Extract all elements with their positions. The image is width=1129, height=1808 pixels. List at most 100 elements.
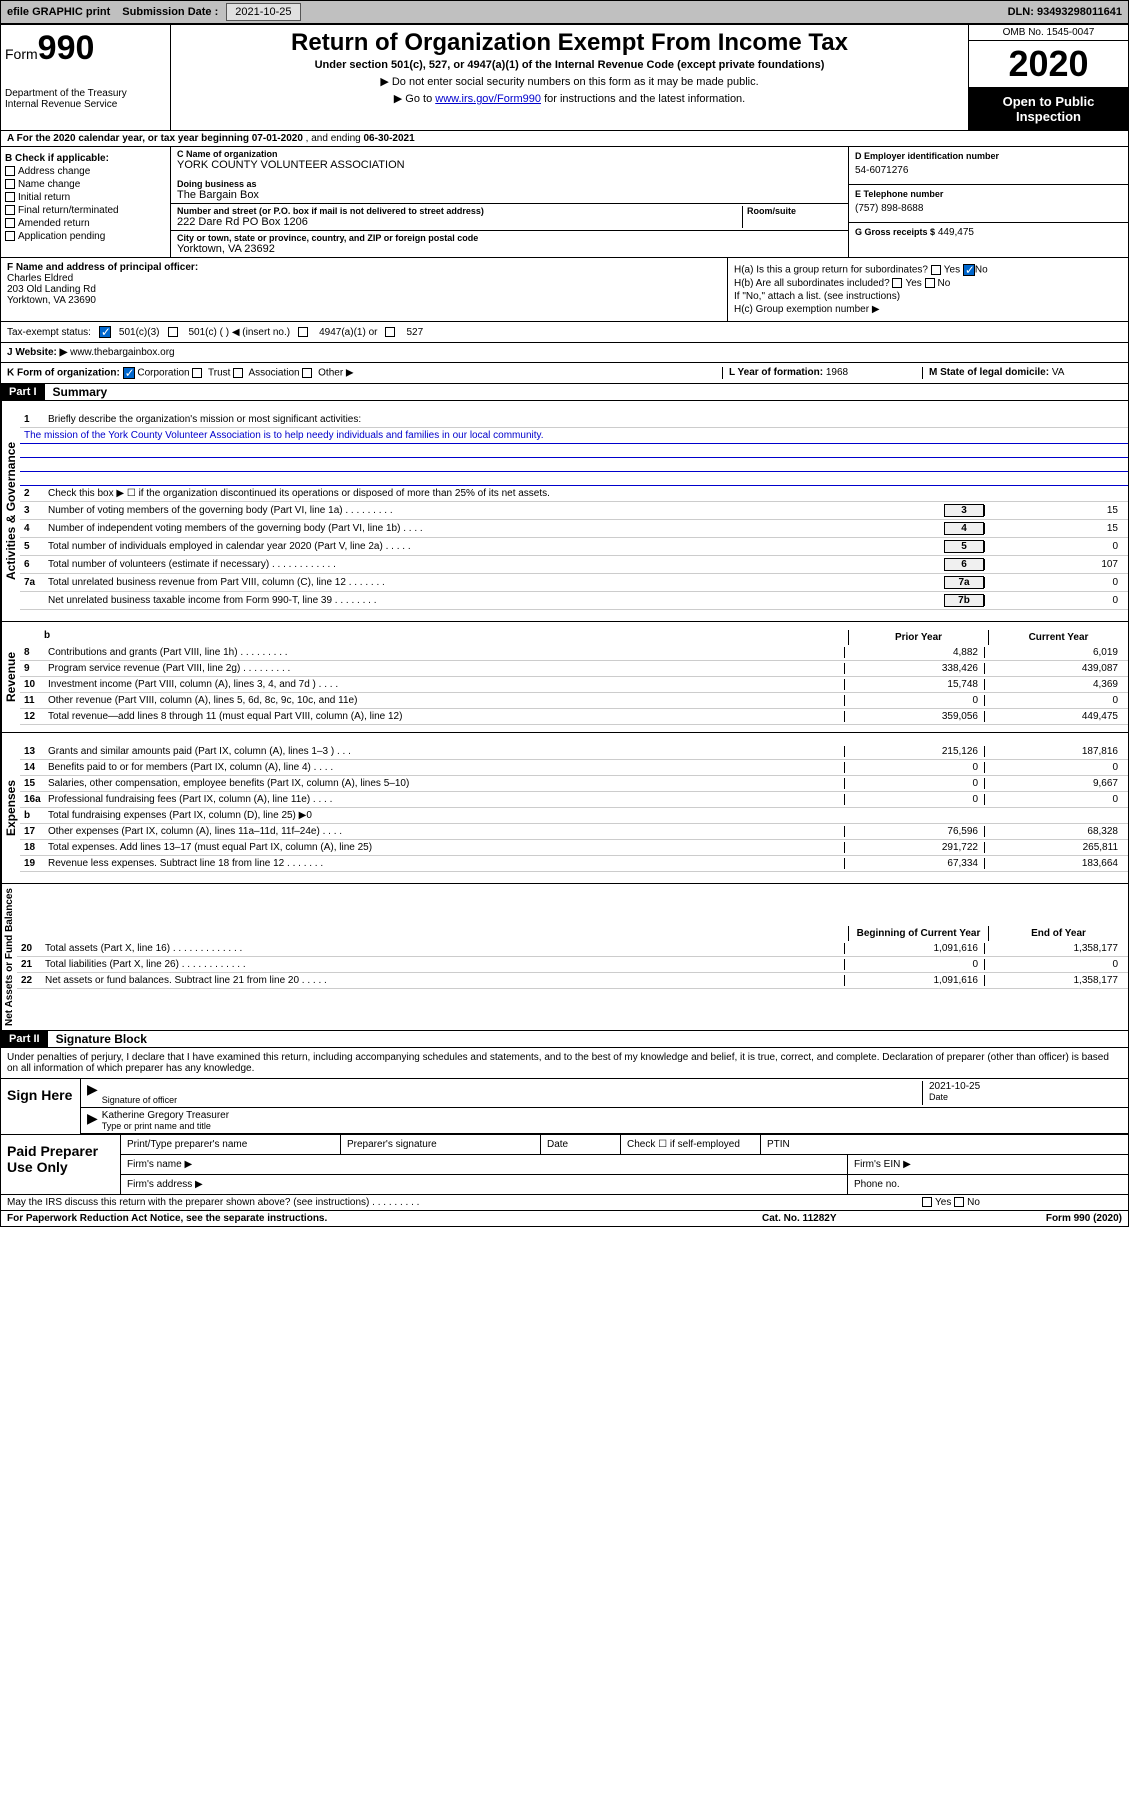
vtext-revenue: Revenue: [1, 622, 20, 732]
chk-other[interactable]: [302, 368, 312, 378]
col-end: End of Year: [988, 926, 1128, 941]
table-row: 20Total assets (Part X, line 16) . . . .…: [17, 941, 1128, 957]
signature-block: Under penalties of perjury, I declare th…: [0, 1048, 1129, 1195]
irs-link[interactable]: www.irs.gov/Form990: [435, 93, 541, 105]
table-row: 6Total number of volunteers (estimate if…: [20, 556, 1128, 574]
vtext-netassets: Net Assets or Fund Balances: [1, 884, 17, 1030]
chk-name[interactable]: [5, 179, 15, 189]
table-row: bTotal fundraising expenses (Part IX, co…: [20, 808, 1128, 824]
firm-ein-label: Firm's EIN ▶: [848, 1155, 1128, 1174]
form-label: Form: [5, 46, 38, 62]
dln: DLN: 93493298011641: [1008, 6, 1128, 18]
sig-intro: Under penalties of perjury, I declare th…: [1, 1048, 1128, 1078]
submission-date-button[interactable]: 2021-10-25: [226, 3, 300, 21]
header-center: Return of Organization Exempt From Incom…: [171, 25, 968, 130]
box-f: F Name and address of principal officer:…: [1, 258, 728, 321]
chk-501c3[interactable]: [99, 326, 111, 338]
chk-amended[interactable]: [5, 218, 15, 228]
city-label: City or town, state or province, country…: [177, 233, 842, 243]
header-right: OMB No. 1545-0047 2020 Open to Public In…: [968, 25, 1128, 130]
table-row: 13Grants and similar amounts paid (Part …: [20, 744, 1128, 760]
chk-initial[interactable]: [5, 192, 15, 202]
table-row: 8Contributions and grants (Part VIII, li…: [20, 645, 1128, 661]
efile-label[interactable]: efile GRAPHIC print: [1, 6, 116, 18]
paperwork-notice: For Paperwork Reduction Act Notice, see …: [7, 1213, 762, 1224]
table-row: 5Total number of individuals employed in…: [20, 538, 1128, 556]
officer-addr1: 203 Old Landing Rd: [7, 284, 721, 295]
header-left: Form990 Department of the Treasury Inter…: [1, 25, 171, 130]
ha-no[interactable]: [963, 264, 975, 276]
line-a: A For the 2020 calendar year, or tax yea…: [0, 131, 1129, 147]
paid-preparer-label: Paid Preparer Use Only: [1, 1135, 121, 1194]
hb-yes[interactable]: [892, 278, 902, 288]
expenses-section: Expenses 13Grants and similar amounts pa…: [0, 733, 1129, 884]
line2-desc: Check this box ▶ ☐ if the organization d…: [48, 488, 1124, 499]
part2-header: Part II Signature Block: [0, 1031, 1129, 1048]
table-row: 21Total liabilities (Part X, line 26) . …: [17, 957, 1128, 973]
ein-label: D Employer identification number: [855, 151, 1122, 161]
part2-title: Signature Block: [48, 1032, 147, 1046]
ptin-label: PTIN: [761, 1135, 1128, 1154]
col-begin: Beginning of Current Year: [848, 926, 988, 941]
sig-officer-label: Signature of officer: [102, 1095, 922, 1105]
ha-yes[interactable]: [931, 265, 941, 275]
line1-desc: Briefly describe the organization's miss…: [48, 414, 1124, 425]
chk-4947[interactable]: [298, 327, 308, 337]
org-name-label: C Name of organization: [177, 149, 842, 159]
topbar: efile GRAPHIC print Submission Date : 20…: [0, 0, 1129, 24]
dept-treasury: Department of the Treasury: [5, 88, 166, 99]
box-h: H(a) Is this a group return for subordin…: [728, 258, 1128, 321]
info-grid: B Check if applicable: Address change Na…: [0, 147, 1129, 258]
tax-status-row: Tax-exempt status: 501(c)(3) 501(c) ( ) …: [0, 322, 1129, 343]
chk-pending[interactable]: [5, 231, 15, 241]
table-row: 12Total revenue—add lines 8 through 11 (…: [20, 709, 1128, 725]
firm-addr-label: Firm's address ▶: [121, 1175, 848, 1194]
state-label: M State of legal domicile:: [929, 367, 1049, 378]
part1-header: Part I Summary: [0, 384, 1129, 401]
table-row: 4Number of independent voting members of…: [20, 520, 1128, 538]
officer-name: Charles Eldred: [7, 273, 721, 284]
website-value: www.thebargainbox.org: [70, 347, 175, 358]
col-current: Current Year: [988, 630, 1128, 645]
discuss-no[interactable]: [954, 1197, 964, 1207]
city-value: Yorktown, VA 23692: [177, 243, 842, 255]
arrow-icon: ▶: [87, 1110, 98, 1131]
prep-name-label: Print/Type preparer's name: [121, 1135, 341, 1154]
dba-value: The Bargain Box: [177, 189, 842, 201]
type-name-label: Type or print name and title: [102, 1121, 1122, 1131]
table-row: 11Other revenue (Part VIII, column (A), …: [20, 693, 1128, 709]
ein-value: 54-6071276: [855, 161, 1122, 180]
officer-typed-name: Katherine Gregory Treasurer: [102, 1110, 1122, 1121]
table-row: 16aProfessional fundraising fees (Part I…: [20, 792, 1128, 808]
arrow-icon: ▶: [87, 1081, 98, 1105]
chk-trust[interactable]: [192, 368, 202, 378]
street-value: 222 Dare Rd PO Box 1206: [177, 216, 742, 228]
row-j: J Website: ▶ www.thebargainbox.org: [0, 343, 1129, 363]
firm-phone-label: Phone no.: [848, 1175, 1128, 1194]
box-b: B Check if applicable: Address change Na…: [1, 147, 171, 257]
chk-527[interactable]: [385, 327, 395, 337]
dba-label: Doing business as: [177, 179, 842, 189]
officer-label: F Name and address of principal officer:: [7, 262, 721, 273]
chk-501c[interactable]: [168, 327, 178, 337]
officer-addr2: Yorktown, VA 23690: [7, 295, 721, 306]
gross-value: 449,475: [938, 227, 974, 238]
box-deg: D Employer identification number 54-6071…: [848, 147, 1128, 257]
discuss-row: May the IRS discuss this return with the…: [0, 1195, 1129, 1211]
table-row: 10Investment income (Part VIII, column (…: [20, 677, 1128, 693]
table-row: 15Salaries, other compensation, employee…: [20, 776, 1128, 792]
form-title: Return of Organization Exempt From Incom…: [181, 29, 958, 57]
part2-badge: Part II: [1, 1031, 48, 1047]
website-label: J Website: ▶: [7, 347, 67, 358]
governance-section: Activities & Governance 1Briefly describ…: [0, 401, 1129, 622]
mission-text: The mission of the York County Volunteer…: [20, 428, 1128, 444]
part1-badge: Part I: [1, 384, 45, 400]
chk-assoc[interactable]: [233, 368, 243, 378]
hb-no[interactable]: [925, 278, 935, 288]
discuss-yes[interactable]: [922, 1197, 932, 1207]
chk-final[interactable]: [5, 205, 15, 215]
chk-corp[interactable]: [123, 367, 135, 379]
tax-year: 2020: [969, 41, 1128, 88]
table-row: 17Other expenses (Part IX, column (A), l…: [20, 824, 1128, 840]
chk-address[interactable]: [5, 166, 15, 176]
